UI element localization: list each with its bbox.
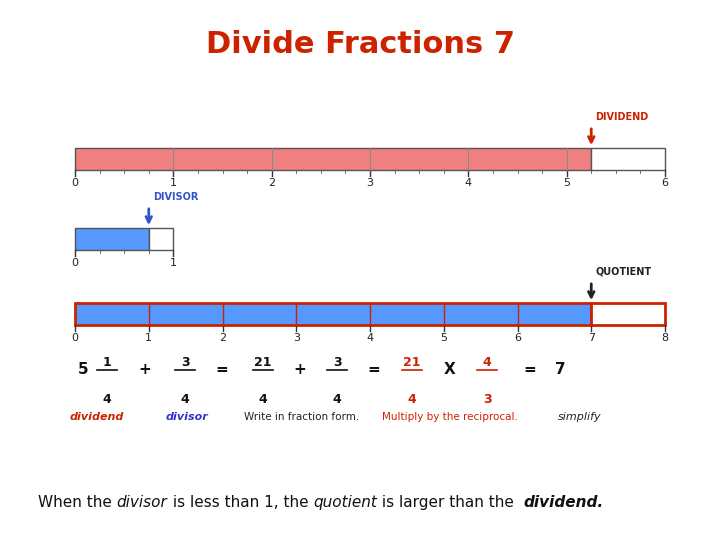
Bar bbox=[149, 228, 174, 250]
Text: is less than 1, the: is less than 1, the bbox=[168, 495, 313, 510]
Text: DIVIDEND: DIVIDEND bbox=[595, 112, 649, 122]
Text: 4: 4 bbox=[408, 393, 416, 406]
Text: 21: 21 bbox=[254, 356, 271, 369]
Text: QUOTIENT: QUOTIENT bbox=[595, 267, 652, 277]
Text: 5: 5 bbox=[563, 178, 570, 188]
Bar bbox=[75, 148, 591, 170]
Text: 5: 5 bbox=[78, 362, 89, 377]
Text: 7: 7 bbox=[554, 362, 565, 377]
Text: 4: 4 bbox=[366, 333, 374, 343]
Text: 3: 3 bbox=[293, 333, 300, 343]
Text: 3: 3 bbox=[482, 393, 491, 406]
Text: 3: 3 bbox=[366, 178, 374, 188]
Text: 1: 1 bbox=[170, 178, 177, 188]
Text: divisor: divisor bbox=[117, 495, 168, 510]
Bar bbox=[591, 148, 665, 170]
Text: 1: 1 bbox=[145, 333, 152, 343]
Text: 0: 0 bbox=[71, 178, 78, 188]
Bar bbox=[75, 228, 149, 250]
Text: Divide Fractions 7: Divide Fractions 7 bbox=[205, 30, 515, 59]
Text: +: + bbox=[294, 362, 307, 377]
Text: 0: 0 bbox=[71, 333, 78, 343]
Text: 2: 2 bbox=[268, 178, 275, 188]
Text: quotient: quotient bbox=[313, 495, 377, 510]
Text: 5: 5 bbox=[440, 333, 447, 343]
Text: DIVISOR: DIVISOR bbox=[153, 192, 198, 202]
Text: 4: 4 bbox=[482, 356, 491, 369]
Text: simplify: simplify bbox=[558, 412, 602, 422]
Text: dividend.: dividend. bbox=[523, 495, 603, 510]
Text: =: = bbox=[523, 362, 536, 377]
Text: 2: 2 bbox=[219, 333, 226, 343]
Text: is larger than the: is larger than the bbox=[377, 495, 523, 510]
Text: 6: 6 bbox=[514, 333, 521, 343]
Text: 4: 4 bbox=[258, 393, 267, 406]
Text: 4: 4 bbox=[181, 393, 189, 406]
Text: 3: 3 bbox=[181, 356, 189, 369]
Text: 1: 1 bbox=[103, 356, 112, 369]
Text: =: = bbox=[215, 362, 228, 377]
Text: 4: 4 bbox=[465, 178, 472, 188]
Text: 1: 1 bbox=[170, 258, 177, 268]
Text: 8: 8 bbox=[662, 333, 669, 343]
Bar bbox=[75, 303, 591, 325]
Text: 4: 4 bbox=[333, 393, 341, 406]
Bar bbox=[591, 303, 665, 325]
Text: 3: 3 bbox=[333, 356, 341, 369]
Text: =: = bbox=[368, 362, 380, 377]
Text: Write in fraction form.: Write in fraction form. bbox=[244, 412, 359, 422]
Text: When the: When the bbox=[38, 495, 117, 510]
Text: 21: 21 bbox=[403, 356, 420, 369]
Text: 0: 0 bbox=[71, 258, 78, 268]
Text: 6: 6 bbox=[662, 178, 668, 188]
Text: 7: 7 bbox=[588, 333, 595, 343]
Text: +: + bbox=[139, 362, 151, 377]
Text: 4: 4 bbox=[103, 393, 112, 406]
Text: Multiply by the reciprocal.: Multiply by the reciprocal. bbox=[382, 412, 518, 422]
Text: X: X bbox=[444, 362, 456, 377]
Text: divisor: divisor bbox=[166, 412, 208, 422]
Text: dividend: dividend bbox=[70, 412, 124, 422]
